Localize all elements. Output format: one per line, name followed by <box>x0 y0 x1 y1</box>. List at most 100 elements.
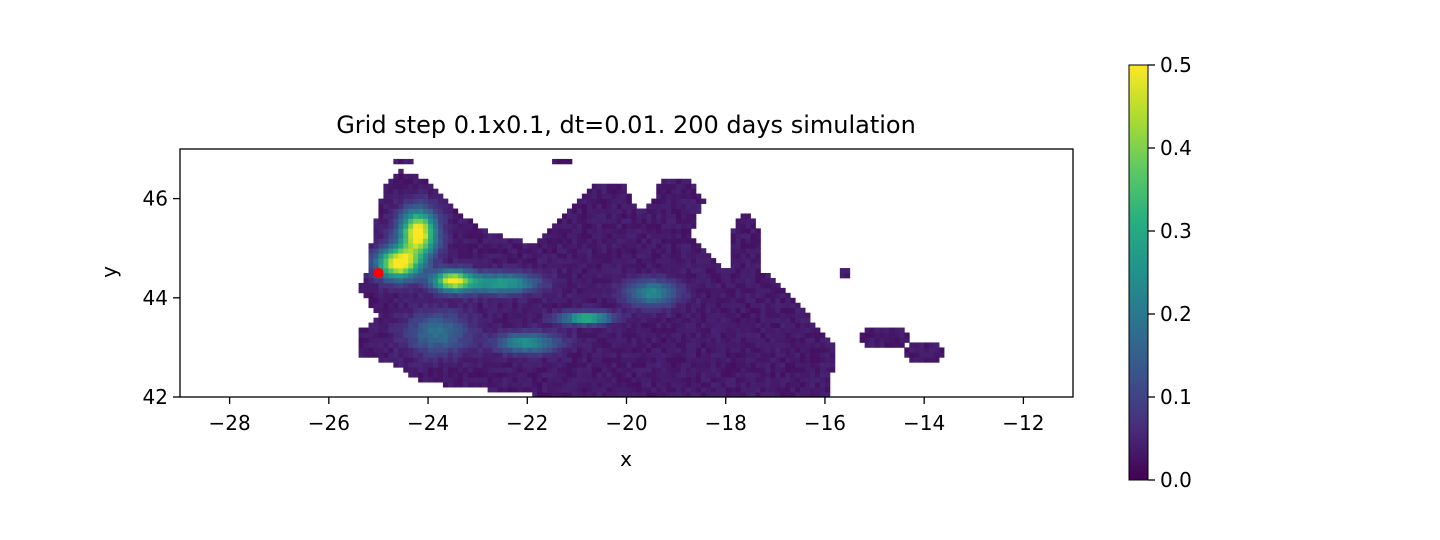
heatmap-cell <box>442 282 449 289</box>
heatmap-cell <box>487 268 493 274</box>
heatmap-cell <box>383 337 389 343</box>
heatmap-cell <box>676 258 682 264</box>
heatmap-cell <box>611 352 617 358</box>
heatmap-cell <box>710 327 717 333</box>
heatmap-cell <box>686 208 692 214</box>
heatmap-cell <box>666 312 672 319</box>
heatmap-cell <box>686 253 692 259</box>
heatmap-cell <box>467 268 474 274</box>
heatmap-cell <box>765 372 771 378</box>
heatmap-cell <box>790 312 796 319</box>
heatmap-cell <box>646 208 652 214</box>
heatmap-cell <box>686 347 692 353</box>
heatmap-cell <box>775 287 781 294</box>
heatmap-cell <box>507 258 513 264</box>
heatmap-cell <box>740 258 746 264</box>
heatmap-cell <box>552 307 558 314</box>
heatmap-cell <box>472 233 479 239</box>
heatmap-cell <box>507 357 513 363</box>
heatmap-cell <box>492 253 498 259</box>
heatmap-cell <box>532 273 538 279</box>
heatmap-cell <box>586 362 593 368</box>
heatmap-cell <box>398 243 404 249</box>
heatmap-cell <box>482 258 488 264</box>
heatmap-cell <box>730 263 737 269</box>
heatmap-cell <box>413 208 419 214</box>
heatmap-cell <box>383 292 389 299</box>
heatmap-cell <box>447 208 454 214</box>
heatmap-cell <box>358 282 364 289</box>
heatmap-cell <box>413 342 419 348</box>
heatmap-cell <box>666 287 672 294</box>
heatmap-cell <box>740 382 746 388</box>
heatmap-cell <box>477 347 484 353</box>
heatmap-cell <box>487 292 493 299</box>
heatmap-cell <box>542 287 548 294</box>
heatmap-cell <box>576 332 583 338</box>
heatmap-cell <box>631 292 637 299</box>
heatmap-cell <box>700 382 707 388</box>
heatmap-cell <box>636 258 642 264</box>
heatmap-cell <box>363 287 369 294</box>
heatmap-cell <box>656 387 662 393</box>
heatmap-cell <box>790 367 796 373</box>
heatmap-cell <box>562 268 568 274</box>
heatmap-cell <box>457 362 464 368</box>
heatmap-cell <box>805 337 811 343</box>
heatmap-cell <box>641 273 647 279</box>
heatmap-cell <box>735 322 741 328</box>
heatmap-cell <box>631 362 637 368</box>
heatmap-cell <box>785 362 791 368</box>
heatmap-cell <box>601 382 608 388</box>
heatmap-cell <box>700 282 707 289</box>
heatmap-cell <box>502 352 508 358</box>
heatmap-cell <box>393 287 399 294</box>
heatmap-cell <box>388 213 394 219</box>
heatmap-cell <box>616 188 622 195</box>
heatmap-cell <box>775 332 781 338</box>
heatmap-cell <box>705 317 712 323</box>
heatmap-cell <box>467 332 474 338</box>
heatmap-cell <box>730 277 737 284</box>
heatmap-cell <box>388 268 394 274</box>
heatmap-cell <box>601 357 608 363</box>
heatmap-cell <box>636 273 642 279</box>
heatmap-cell <box>715 322 722 328</box>
heatmap-cell <box>447 297 454 304</box>
heatmap-cell <box>765 292 771 299</box>
heatmap-cell <box>695 287 702 294</box>
heatmap-cell <box>487 233 493 239</box>
heatmap-cell <box>398 268 404 274</box>
heatmap-cell <box>472 248 479 254</box>
heatmap-cell <box>477 377 484 383</box>
heatmap-cell <box>532 307 538 314</box>
heatmap-cell <box>815 327 821 333</box>
heatmap-cell <box>646 223 652 229</box>
heatmap-cell <box>661 228 667 234</box>
heatmap-cell <box>472 287 479 294</box>
heatmap-cell <box>403 218 409 224</box>
heatmap-cell <box>552 277 558 284</box>
heatmap-cell <box>621 213 627 219</box>
heatmap-cell <box>492 382 498 388</box>
heatmap-cell <box>413 312 419 319</box>
heatmap-cell <box>666 248 672 254</box>
heatmap-cell <box>641 297 647 304</box>
heatmap-cell <box>829 367 836 373</box>
heatmap-cell <box>492 238 498 244</box>
heatmap-cell <box>576 203 583 209</box>
heatmap-cell <box>388 322 394 328</box>
heatmap-cell <box>676 287 682 294</box>
heatmap-cell <box>507 317 513 323</box>
heatmap-cell <box>641 218 647 224</box>
heatmap-cell <box>457 277 464 284</box>
heatmap-cell <box>477 243 484 249</box>
heatmap-cell <box>765 287 771 294</box>
heatmap-cell <box>690 213 697 219</box>
heatmap-cell <box>566 337 573 343</box>
heatmap-cell <box>671 332 677 338</box>
heatmap-cell <box>601 193 608 199</box>
heatmap-cell <box>363 292 369 299</box>
heatmap-cell <box>626 347 632 353</box>
